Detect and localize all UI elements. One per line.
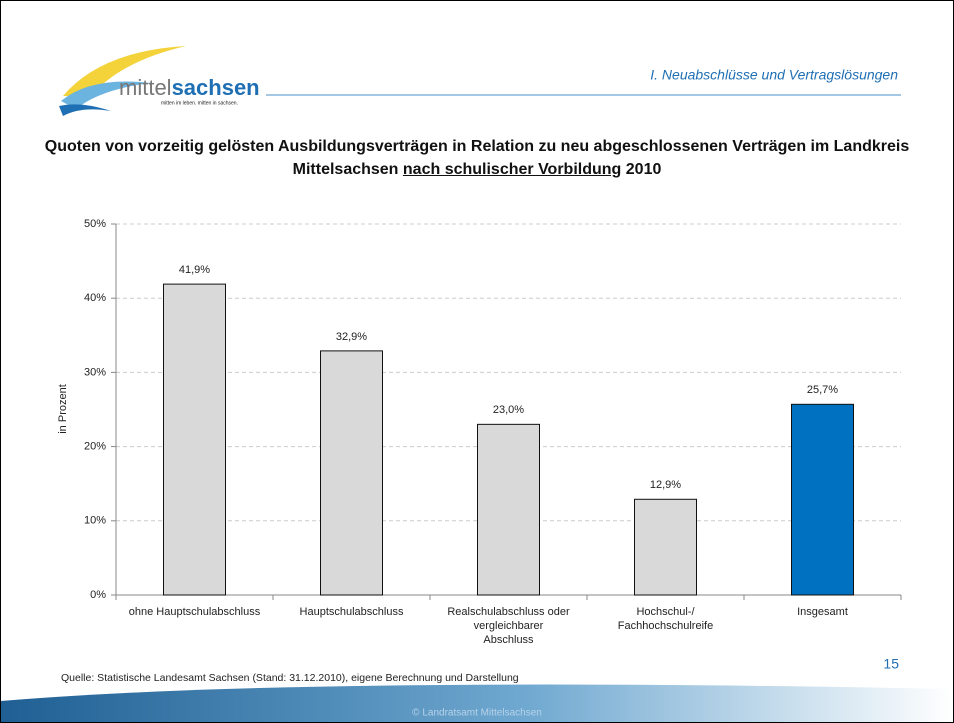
- value-label: 25,7%: [807, 384, 838, 396]
- copyright: © Landratsamt Mittelsachsen: [412, 708, 542, 719]
- value-label: 41,9%: [179, 264, 210, 276]
- title-text: Quoten von vorzeitig gelösten Ausbildung…: [44, 138, 910, 178]
- section-title: I. Neuabschlüsse und Vertragslösungen: [650, 67, 898, 83]
- value-label: 32,9%: [336, 331, 367, 343]
- logo-swoosh: [61, 81, 151, 109]
- footer-band: [1, 684, 953, 722]
- bar: [477, 423, 540, 596]
- x-tick-label: ohne Hauptschulabschluss: [128, 606, 261, 618]
- bar: [634, 498, 697, 596]
- x-tick-label: Insgesamt: [797, 606, 848, 618]
- tagline: mitten im leben. mitten in sachsen.: [161, 100, 238, 106]
- logo-swoosh: [59, 104, 111, 116]
- y-axis-label: in Prozent: [57, 384, 69, 434]
- x-tick-label: Realschulabschluss oder vergleichbarer A…: [447, 606, 570, 646]
- source: Quelle: Statistische Landesamt Sachsen (…: [61, 672, 519, 684]
- logo: mittelsachsen: [119, 75, 260, 100]
- bar: [320, 350, 383, 596]
- title-underlined: nach schulischer Vorbildung: [402, 161, 622, 178]
- logo-swoosh: [63, 46, 186, 96]
- bar: [791, 403, 854, 596]
- y-tick-label: 30%: [84, 366, 106, 378]
- value-label: 23,0%: [493, 404, 524, 416]
- title-year: 2010: [625, 161, 662, 178]
- logo-text: sachsen: [172, 75, 260, 100]
- x-tick-label: Hochschul-/ Fachhochschulreife: [617, 606, 714, 632]
- page-number: 15: [883, 656, 899, 672]
- y-tick-label: 50%: [84, 218, 106, 230]
- y-tick-label: 10%: [84, 515, 106, 527]
- y-tick-label: 40%: [84, 292, 106, 304]
- x-tick-label: Hauptschulabschluss: [299, 606, 404, 618]
- chart-title: Quoten von vorzeitig gelösten Ausbildung…: [41, 135, 913, 181]
- logo-text: mittel: [119, 75, 172, 100]
- y-tick-label: 0%: [90, 589, 106, 601]
- value-label: 12,9%: [650, 479, 681, 491]
- y-tick-label: 20%: [84, 441, 106, 453]
- bar: [163, 283, 226, 596]
